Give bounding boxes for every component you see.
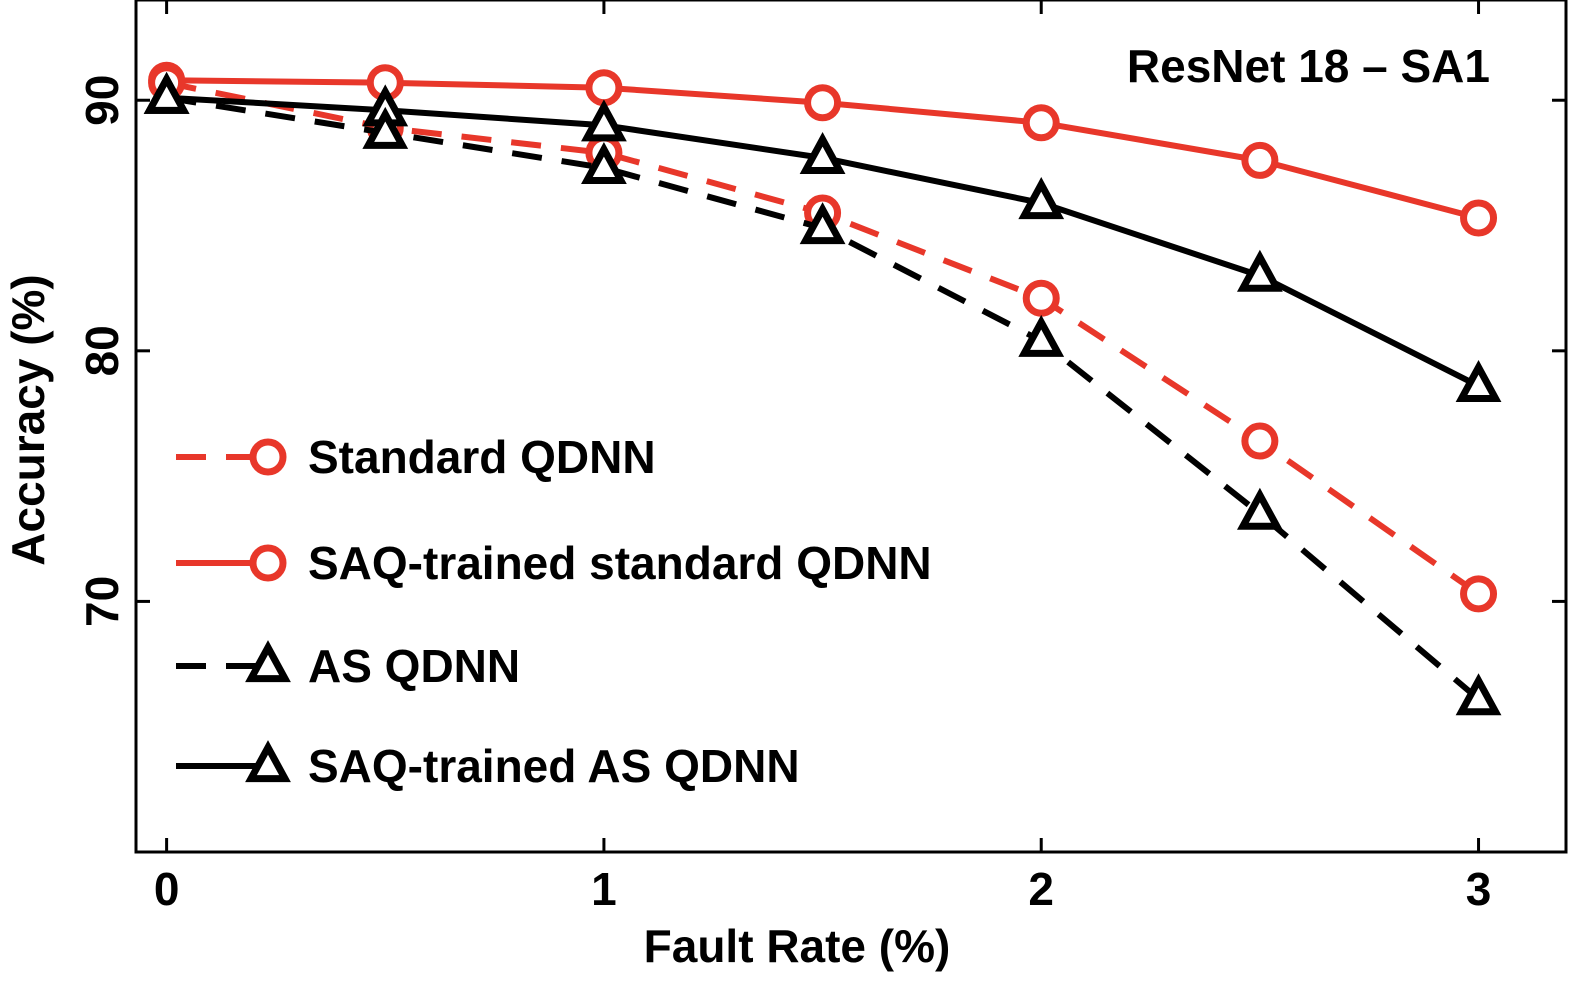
y-axis-label: Accuracy (%) bbox=[2, 274, 54, 565]
legend-entry: AS QDNN bbox=[176, 640, 520, 692]
data-point-marker bbox=[1460, 575, 1498, 613]
data-point-marker bbox=[1022, 104, 1060, 142]
legend-label: SAQ-trained AS QDNN bbox=[308, 740, 800, 792]
data-point-marker bbox=[1018, 314, 1065, 357]
chart-title: ResNet 18 – SA1 bbox=[1127, 40, 1490, 92]
y-tick-label: 90 bbox=[76, 75, 128, 126]
plot-border bbox=[134, 0, 1568, 854]
legend-label: Standard QDNN bbox=[308, 431, 656, 483]
legend-entry: SAQ-trained standard QDNN bbox=[176, 537, 932, 589]
data-point-marker bbox=[1455, 359, 1502, 403]
data-point-marker bbox=[799, 131, 846, 174]
y-tick-label: 80 bbox=[76, 325, 128, 376]
axis-ticks: 0 1 2 3 70 80 90 bbox=[76, 0, 1566, 915]
x-tick-label: 0 bbox=[154, 863, 180, 915]
data-point-marker bbox=[581, 99, 627, 142]
data-point-marker bbox=[804, 84, 842, 122]
legend-circle-marker bbox=[249, 544, 287, 582]
x-tick-label: 1 bbox=[591, 863, 617, 915]
legend: Standard QDNN SAQ-trained standard QDNN AS… bbox=[176, 431, 932, 792]
legend-triangle-marker bbox=[245, 640, 291, 683]
legend-label: SAQ-trained standard QDNN bbox=[308, 537, 932, 589]
series-layer bbox=[143, 61, 1502, 716]
y-tick-label: 70 bbox=[76, 576, 128, 627]
data-point-marker bbox=[581, 141, 627, 184]
data-point-marker bbox=[1241, 141, 1279, 179]
legend-entry: Standard QDNN bbox=[176, 431, 656, 483]
series-3 bbox=[143, 71, 1502, 716]
plot-frame bbox=[134, 0, 1568, 854]
data-point-marker bbox=[585, 69, 623, 107]
x-axis-label: Fault Rate (%) bbox=[644, 920, 951, 972]
data-point-marker bbox=[362, 106, 409, 149]
data-point-marker bbox=[1460, 199, 1498, 237]
x-tick-label: 2 bbox=[1028, 863, 1054, 915]
data-point-marker bbox=[1455, 673, 1502, 716]
data-point-marker bbox=[143, 71, 190, 114]
legend-triangle-marker bbox=[245, 740, 291, 783]
legend-label: AS QDNN bbox=[308, 640, 520, 692]
data-point-marker bbox=[1236, 249, 1283, 292]
x-tick-label: 3 bbox=[1466, 863, 1492, 915]
data-point-marker bbox=[1022, 279, 1060, 317]
data-point-marker bbox=[799, 202, 846, 245]
legend-entry: SAQ-trained AS QDNN bbox=[176, 740, 800, 792]
data-point-marker bbox=[1236, 487, 1283, 530]
legend-circle-marker bbox=[249, 438, 287, 476]
data-point-marker bbox=[1241, 422, 1279, 460]
data-point-marker bbox=[1018, 177, 1065, 220]
series-line bbox=[166, 94, 1481, 702]
